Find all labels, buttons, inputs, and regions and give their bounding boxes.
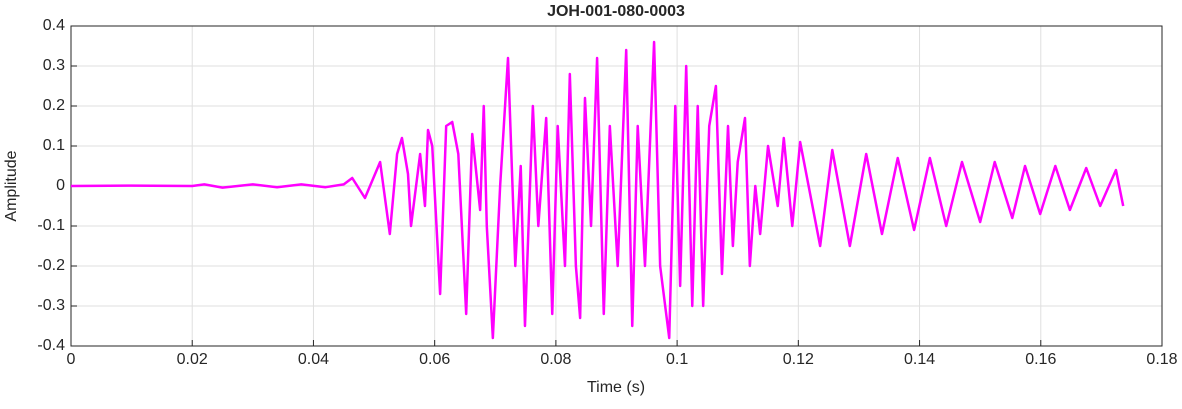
x-tick-label: 0.08 xyxy=(540,351,571,368)
y-tick-label: 0.3 xyxy=(43,57,65,74)
y-tick-label: -0.1 xyxy=(37,217,65,234)
x-tick-label: 0.04 xyxy=(298,351,329,368)
chart-title: JOH-001-080-0003 xyxy=(547,3,685,20)
x-tick-label: 0.12 xyxy=(783,351,814,368)
x-tick-label: 0.02 xyxy=(177,351,208,368)
x-tick-label: 0.1 xyxy=(666,351,688,368)
y-tick-label: 0 xyxy=(56,177,65,194)
x-tick-label: 0.14 xyxy=(904,351,935,368)
y-axis-label: Amplitude xyxy=(3,150,20,221)
y-tick-label: -0.3 xyxy=(37,297,65,314)
x-tick-label: 0 xyxy=(67,351,76,368)
y-tick-label: -0.4 xyxy=(37,337,65,354)
x-axis-label: Time (s) xyxy=(587,379,645,396)
waveform-line xyxy=(70,40,1125,340)
x-tick-label: 0.18 xyxy=(1146,351,1177,368)
y-tick-label: -0.2 xyxy=(37,257,65,274)
x-tick-label: 0.06 xyxy=(419,351,450,368)
y-tick-label: 0.2 xyxy=(43,97,65,114)
x-tick-label: 0.16 xyxy=(1025,351,1056,368)
y-tick-label: 0.1 xyxy=(43,137,65,154)
y-tick-label: 0.4 xyxy=(43,17,65,34)
